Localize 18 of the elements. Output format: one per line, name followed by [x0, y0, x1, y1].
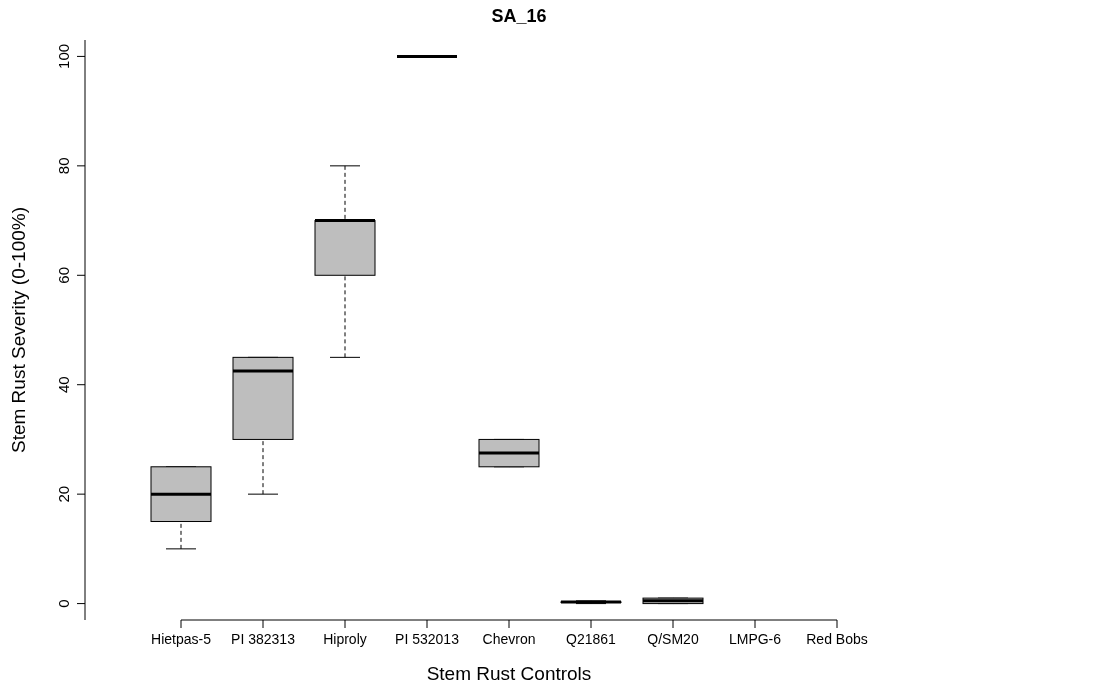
x-tick-label: PI 382313 — [231, 631, 296, 647]
y-axis-title: Stem Rust Severity (0-100%) — [8, 206, 29, 454]
y-tick-label: 0 — [55, 599, 72, 608]
x-tick-label: Hiproly — [323, 631, 367, 647]
x-tick-label: Hietpas-5 — [151, 631, 212, 647]
y-tick-label: 40 — [55, 376, 72, 394]
y-tick-label: 20 — [55, 485, 72, 503]
y-tick-label: 60 — [55, 266, 72, 284]
x-tick-label: LMPG-6 — [728, 631, 782, 647]
x-tick-label: Red Bobs — [806, 631, 868, 647]
x-tick-label: Q/SM20 — [647, 631, 699, 647]
x-axis-title: Stem Rust Controls — [426, 663, 592, 684]
x-tick-label: Chevron — [482, 631, 536, 647]
y-tick-label: 100 — [55, 43, 72, 69]
y-tick-label: 80 — [55, 157, 72, 175]
x-tick-label: Q21861 — [566, 631, 617, 647]
chart-title: SA_16 — [491, 6, 547, 26]
x-tick-label: PI 532013 — [395, 631, 460, 647]
